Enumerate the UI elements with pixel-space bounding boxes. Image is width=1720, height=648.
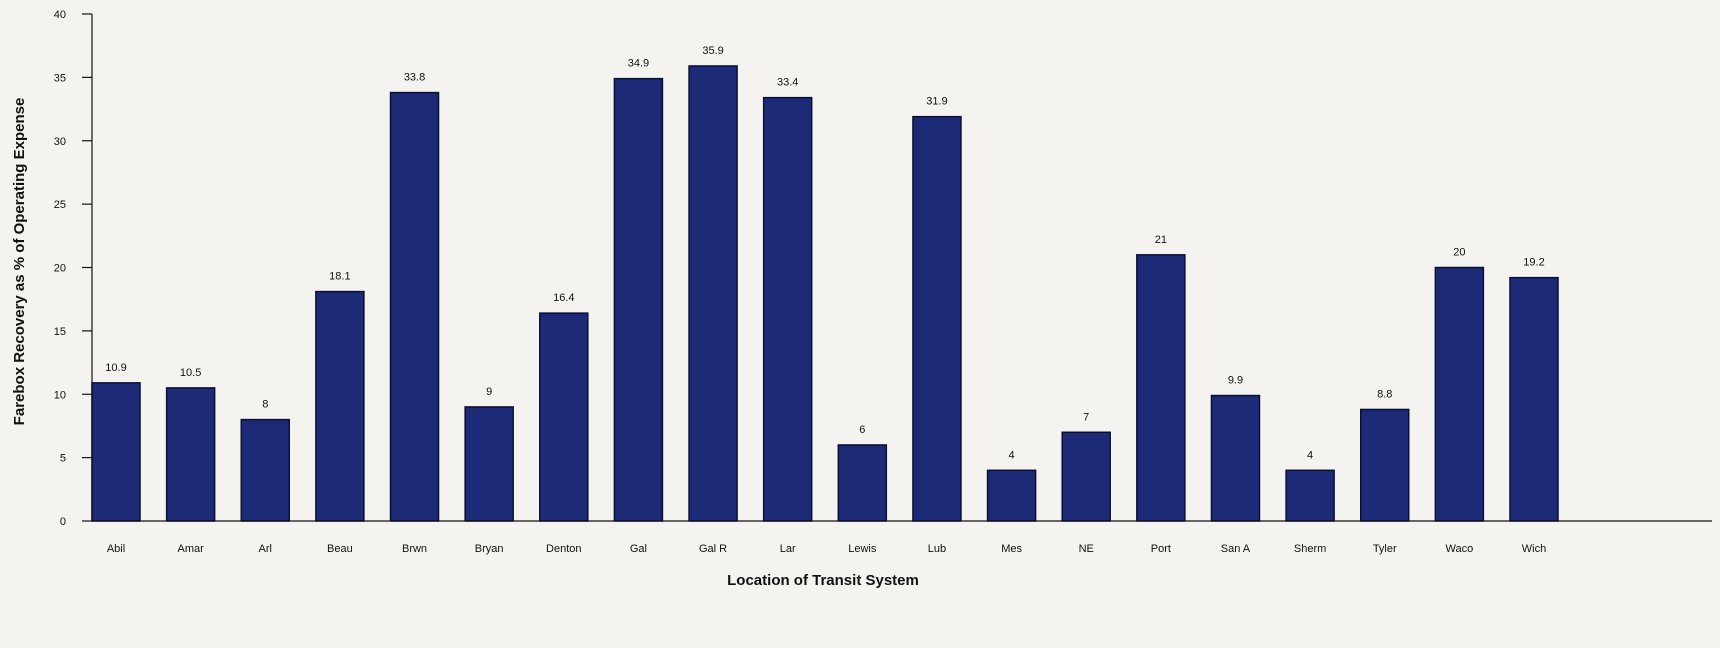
bars — [91, 65, 1559, 522]
data-label: 10.5 — [180, 367, 201, 379]
data-label: 18.1 — [329, 271, 350, 283]
bar-beau — [315, 290, 365, 522]
y-tick-label: 25 — [54, 199, 66, 211]
y-tick-label: 40 — [54, 9, 66, 21]
x-tick-label: Mes — [1001, 543, 1022, 555]
data-label: 19.2 — [1523, 257, 1544, 269]
data-label: 33.8 — [404, 72, 425, 84]
x-tick-label: Tyler — [1373, 543, 1397, 555]
bar-lub — [912, 115, 962, 522]
data-label: 9.9 — [1228, 375, 1243, 387]
x-tick-label: Brwn — [402, 543, 427, 555]
data-label: 20 — [1453, 247, 1465, 259]
y-axis-title: Farebox Recovery as % of Operating Expen… — [11, 98, 28, 426]
bar-port — [1136, 254, 1186, 522]
x-tick-label: Bryan — [475, 543, 504, 555]
bar-arl — [240, 418, 291, 522]
bar-san-a — [1210, 394, 1261, 522]
data-label: 34.9 — [628, 58, 649, 70]
bar-waco — [1434, 266, 1485, 522]
x-tick-label: Denton — [546, 543, 581, 555]
bar-wich — [1509, 276, 1559, 522]
x-tick-label: Amar — [177, 543, 204, 555]
bar-gal — [613, 77, 664, 522]
x-tick-label: Arl — [259, 543, 272, 555]
x-tick-label: Sherm — [1294, 543, 1326, 555]
x-axis-title: Location of Transit System — [727, 572, 919, 589]
x-tick-label: Lar — [780, 543, 796, 555]
data-label: 35.9 — [702, 45, 723, 57]
x-tick-label: Gal R — [699, 543, 727, 555]
bar-lar — [762, 96, 813, 522]
data-label: 4 — [1009, 449, 1015, 461]
y-tick-label: 10 — [54, 389, 66, 401]
data-label: 7 — [1083, 411, 1089, 423]
bar-brwn — [389, 91, 440, 522]
x-tick-label: San A — [1221, 543, 1251, 555]
bar-abil — [91, 382, 141, 522]
y-tick-label: 0 — [60, 516, 66, 528]
y-tick-label: 30 — [54, 136, 66, 148]
data-label: 31.9 — [926, 96, 947, 108]
data-label: 8 — [262, 399, 268, 411]
bar-bryan — [464, 406, 514, 522]
bar-ne — [1061, 431, 1111, 522]
data-label: 8.8 — [1377, 388, 1392, 400]
bar-gal-r — [688, 65, 738, 522]
x-tick-label: Wich — [1522, 543, 1546, 555]
bar-amar — [165, 387, 216, 522]
y-tick-label: 5 — [60, 453, 66, 465]
data-label: 21 — [1155, 234, 1167, 246]
x-tick-label: Port — [1151, 543, 1171, 555]
data-label: 4 — [1307, 449, 1313, 461]
bar-tyler — [1359, 408, 1410, 522]
x-tick-label: Beau — [327, 543, 353, 555]
bar-denton — [539, 312, 589, 522]
data-label: 33.4 — [777, 77, 798, 89]
x-tick-label: Abil — [107, 543, 125, 555]
x-tick-label: Gal — [630, 543, 647, 555]
y-axis-ticks: 0 5 10 15 20 25 30 35 40 — [54, 9, 92, 528]
x-tick-label: NE — [1079, 543, 1094, 555]
y-tick-label: 20 — [54, 263, 66, 275]
x-tick-label: Lewis — [848, 543, 877, 555]
data-label: 10.9 — [105, 362, 126, 374]
bar-sherm — [1285, 469, 1335, 522]
data-label: 9 — [486, 386, 492, 398]
x-tick-label: Lub — [928, 543, 946, 555]
y-tick-label: 35 — [54, 72, 66, 84]
data-labels: 10.9 10.5 8 18.1 33.8 9 16.4 34.9 35.9 33.4 6 31.9 4… — [105, 45, 1544, 461]
bar-lewis — [837, 444, 888, 522]
x-axis-category-labels: Abil Amar Arl Beau Brwn Bryan Denton Gal Gal R La… — [107, 543, 1546, 555]
data-label: 6 — [859, 424, 865, 436]
y-tick-label: 15 — [54, 326, 66, 338]
bar-mes — [986, 469, 1037, 522]
data-label: 16.4 — [553, 292, 574, 304]
x-tick-label: Waco — [1446, 543, 1474, 555]
